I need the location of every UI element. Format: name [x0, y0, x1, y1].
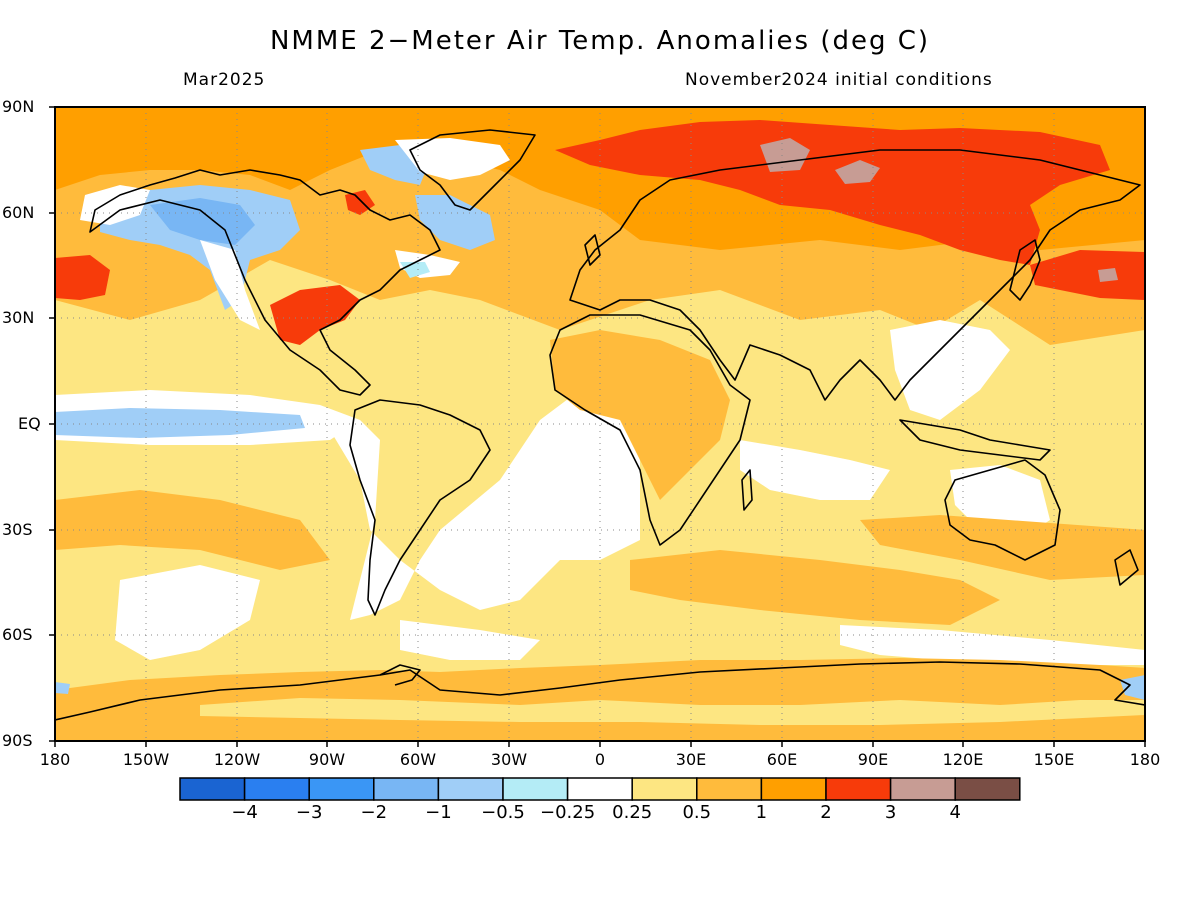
colorbar-swatch	[825, 777, 892, 801]
lat-label-60n: 60N	[2, 203, 35, 222]
coast-europe-asia	[569, 149, 1141, 401]
fill-siberia-red	[555, 120, 1110, 265]
lon-label-180w: 180	[39, 750, 71, 769]
coast-south-america	[349, 399, 491, 616]
colorbar-label: 1	[755, 802, 768, 823]
lat-label-30s: 30S	[2, 520, 33, 539]
fill-indianocean-white	[740, 440, 890, 500]
fill-westcoast-white	[200, 240, 260, 330]
colorbar-swatch	[760, 777, 827, 801]
colorbar-label: −0.25	[540, 802, 596, 823]
colorbar-label: 0.25	[612, 802, 653, 823]
fill-antarctic-yellow	[200, 698, 1145, 725]
colorbar-swatch	[502, 777, 569, 801]
lat-label-60s: 60S	[2, 625, 33, 644]
colorbar-label: −0.5	[481, 802, 525, 823]
lon-label-30e: 30E	[675, 750, 707, 769]
coast-north-america	[89, 169, 441, 396]
coast-australia	[944, 459, 1061, 561]
lon-label-120w: 120W	[213, 750, 261, 769]
fill-southocean-orange-1	[55, 490, 330, 570]
lon-label-30w: 30W	[490, 750, 528, 769]
graticule	[55, 107, 1145, 741]
coast-new-zealand	[1114, 549, 1139, 586]
colorbar-label: 2	[820, 802, 832, 823]
map-title: NMME 2−Meter Air Temp. Anomalies (deg C)	[269, 26, 931, 56]
lat-label-eq: EQ	[18, 414, 41, 433]
coast-madagascar	[741, 469, 753, 511]
coastlines	[55, 129, 1145, 721]
fill-us-red	[270, 285, 360, 345]
fill-greenland-white	[395, 138, 510, 180]
colorbar	[179, 777, 1021, 801]
fill-siberia-pink-3	[1098, 268, 1118, 282]
colorbar-swatch	[308, 777, 375, 801]
colorbar-label: −1	[425, 802, 452, 823]
fill-africa-orange	[550, 330, 730, 500]
colorbar-swatch	[889, 777, 956, 801]
fill-hudson-red	[345, 190, 375, 215]
fill-southam-white	[330, 390, 640, 620]
fill-southocean-orange-2	[630, 550, 1000, 625]
colorbar-swatch	[954, 777, 1021, 801]
colorbar-label: 0.5	[682, 802, 712, 823]
lon-label-60w: 60W	[399, 750, 437, 769]
forecast-month: Mar2025	[183, 70, 266, 90]
fill-alaska-deepcold	[150, 198, 255, 245]
lon-label-150e: 150E	[1033, 750, 1075, 769]
fill-southocean-orange-3	[860, 515, 1145, 580]
fill-alaska-white	[80, 185, 150, 225]
fill-antarctic-cold-w	[55, 682, 70, 694]
fill-southam-yellow	[380, 415, 490, 540]
colorbar-swatch	[437, 777, 504, 801]
colorbar-swatch	[696, 777, 763, 801]
colorbar-label: −2	[360, 802, 388, 823]
lon-label-60e: 60E	[766, 750, 798, 769]
fill-npacific-red	[55, 255, 110, 300]
lat-label-30n: 30N	[2, 308, 35, 327]
lat-label-90n: 90N	[2, 97, 35, 116]
coast-antarctic-peninsula	[379, 664, 421, 686]
colorbar-label: −3	[295, 802, 323, 823]
colorbar-swatch	[373, 777, 440, 801]
fill-antarctic-cold	[1120, 675, 1145, 700]
fill-eqpacific-cold	[55, 408, 305, 438]
fill-japan-red	[1030, 250, 1145, 300]
fill-siberia-pink-2	[835, 160, 880, 184]
colorbar-swatch	[243, 777, 310, 801]
lon-label-90w: 90W	[308, 750, 346, 769]
axis-ticks	[49, 106, 1146, 747]
fill-labrador-cold	[415, 195, 495, 250]
coast-greenland	[409, 129, 536, 211]
lon-label-180e: 180	[1129, 750, 1161, 769]
coast-uk	[584, 234, 601, 266]
initial-conditions: November2024 initial conditions	[685, 70, 993, 90]
fill-se-asia-white	[890, 320, 1010, 420]
coast-japan	[1009, 239, 1041, 301]
fill-southocean-white-2	[400, 620, 540, 660]
fill-southocean-white-1	[115, 565, 260, 660]
colorbar-swatch	[631, 777, 698, 801]
fill-southocean-white-3	[840, 625, 1145, 665]
lon-label-0: 0	[594, 750, 606, 769]
coast-indonesia	[899, 419, 1051, 461]
lat-label-90s: 90S	[2, 731, 33, 750]
colorbar-swatch	[179, 777, 246, 801]
coast-africa	[549, 314, 751, 546]
lon-label-120e: 120E	[942, 750, 984, 769]
lon-label-90e: 90E	[857, 750, 889, 769]
colorbar-label: −4	[231, 802, 258, 823]
colorbar-label: 4	[949, 802, 961, 823]
colorbar-swatch	[566, 777, 633, 801]
fill-alaska-cold	[100, 185, 300, 310]
coast-antarctica	[55, 661, 1145, 721]
lon-label-150w: 150W	[122, 750, 170, 769]
colorbar-label: 3	[884, 802, 897, 823]
